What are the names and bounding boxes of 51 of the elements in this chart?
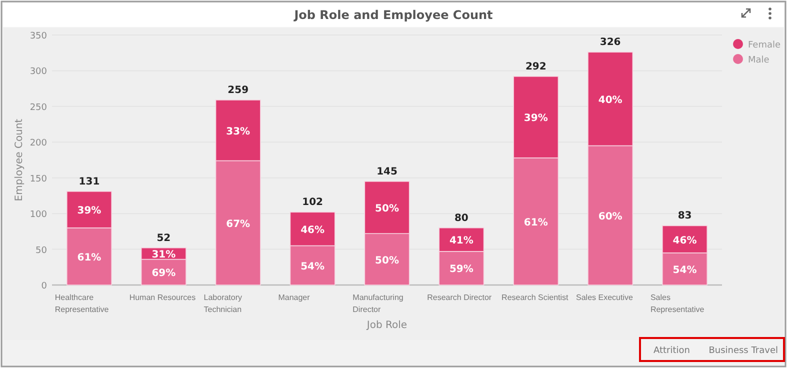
annotation: 69% [152,268,176,280]
text: Attrition [654,346,690,356]
total-label: 102 [302,197,324,208]
legend-label: Male [748,56,770,66]
y-tick-label: 300 [30,67,48,78]
annotation: 46% [300,224,325,236]
y-axis-title: Employee Count [14,118,25,202]
x-tick-label: Sales Representative [650,293,705,314]
annotation: 46% [672,235,697,246]
annotation: 50% [375,204,399,214]
x-tick-label: Human Resources [129,293,196,302]
y-tick-label: 150 [30,174,48,184]
annotation: 50% [375,255,399,266]
annotation: 33% [226,126,250,138]
x-tick-label: Research Scientist [502,293,570,302]
y-tick-label: 200 [30,138,48,149]
total-label: 80 [454,212,468,224]
legend-label: Female [748,40,782,50]
x-tick-label: Manager [278,293,310,302]
y-tick-label: 0 [41,282,48,292]
total-label: 326 [600,37,621,48]
annotation: 61% [77,252,102,264]
annotation: 60% [598,211,622,222]
x-tick-label: Manufacturing Director [352,293,404,314]
annotation: 54% [300,261,325,272]
total-label: 292 [525,61,546,72]
annotation: 39% [77,206,102,217]
total-label: 145 [376,166,398,178]
annotation: 54% [672,264,697,276]
annotation: 41% [449,236,474,247]
x-tick-label: Healthcare Representative [54,293,110,314]
x-tick-label: Research Director [427,293,492,302]
chart-title: Job Role and Employee Count [293,8,494,22]
x-tick-label: Sales Executive [576,293,634,302]
y-tick-label: 50 [36,246,48,256]
annotation: 61% [524,217,548,228]
x-tick-label: Laboratory Technician [204,293,242,314]
annotation: 39% [524,113,548,124]
annotation: 67% [226,218,250,230]
total-label: 259 [228,85,249,96]
total-label: 83 [678,210,692,222]
y-tick-label: 350 [30,32,48,42]
annotation: 40% [598,94,622,106]
y-tick-label: 100 [30,210,48,220]
x-axis-title: Job Role [366,320,408,331]
total-label: 131 [78,176,100,188]
annotation: 31% [152,250,176,261]
total-label: 52 [156,232,171,244]
annotation: 59% [449,264,474,276]
text: Business Travel [708,346,778,356]
y-tick-label: 250 [30,102,48,113]
